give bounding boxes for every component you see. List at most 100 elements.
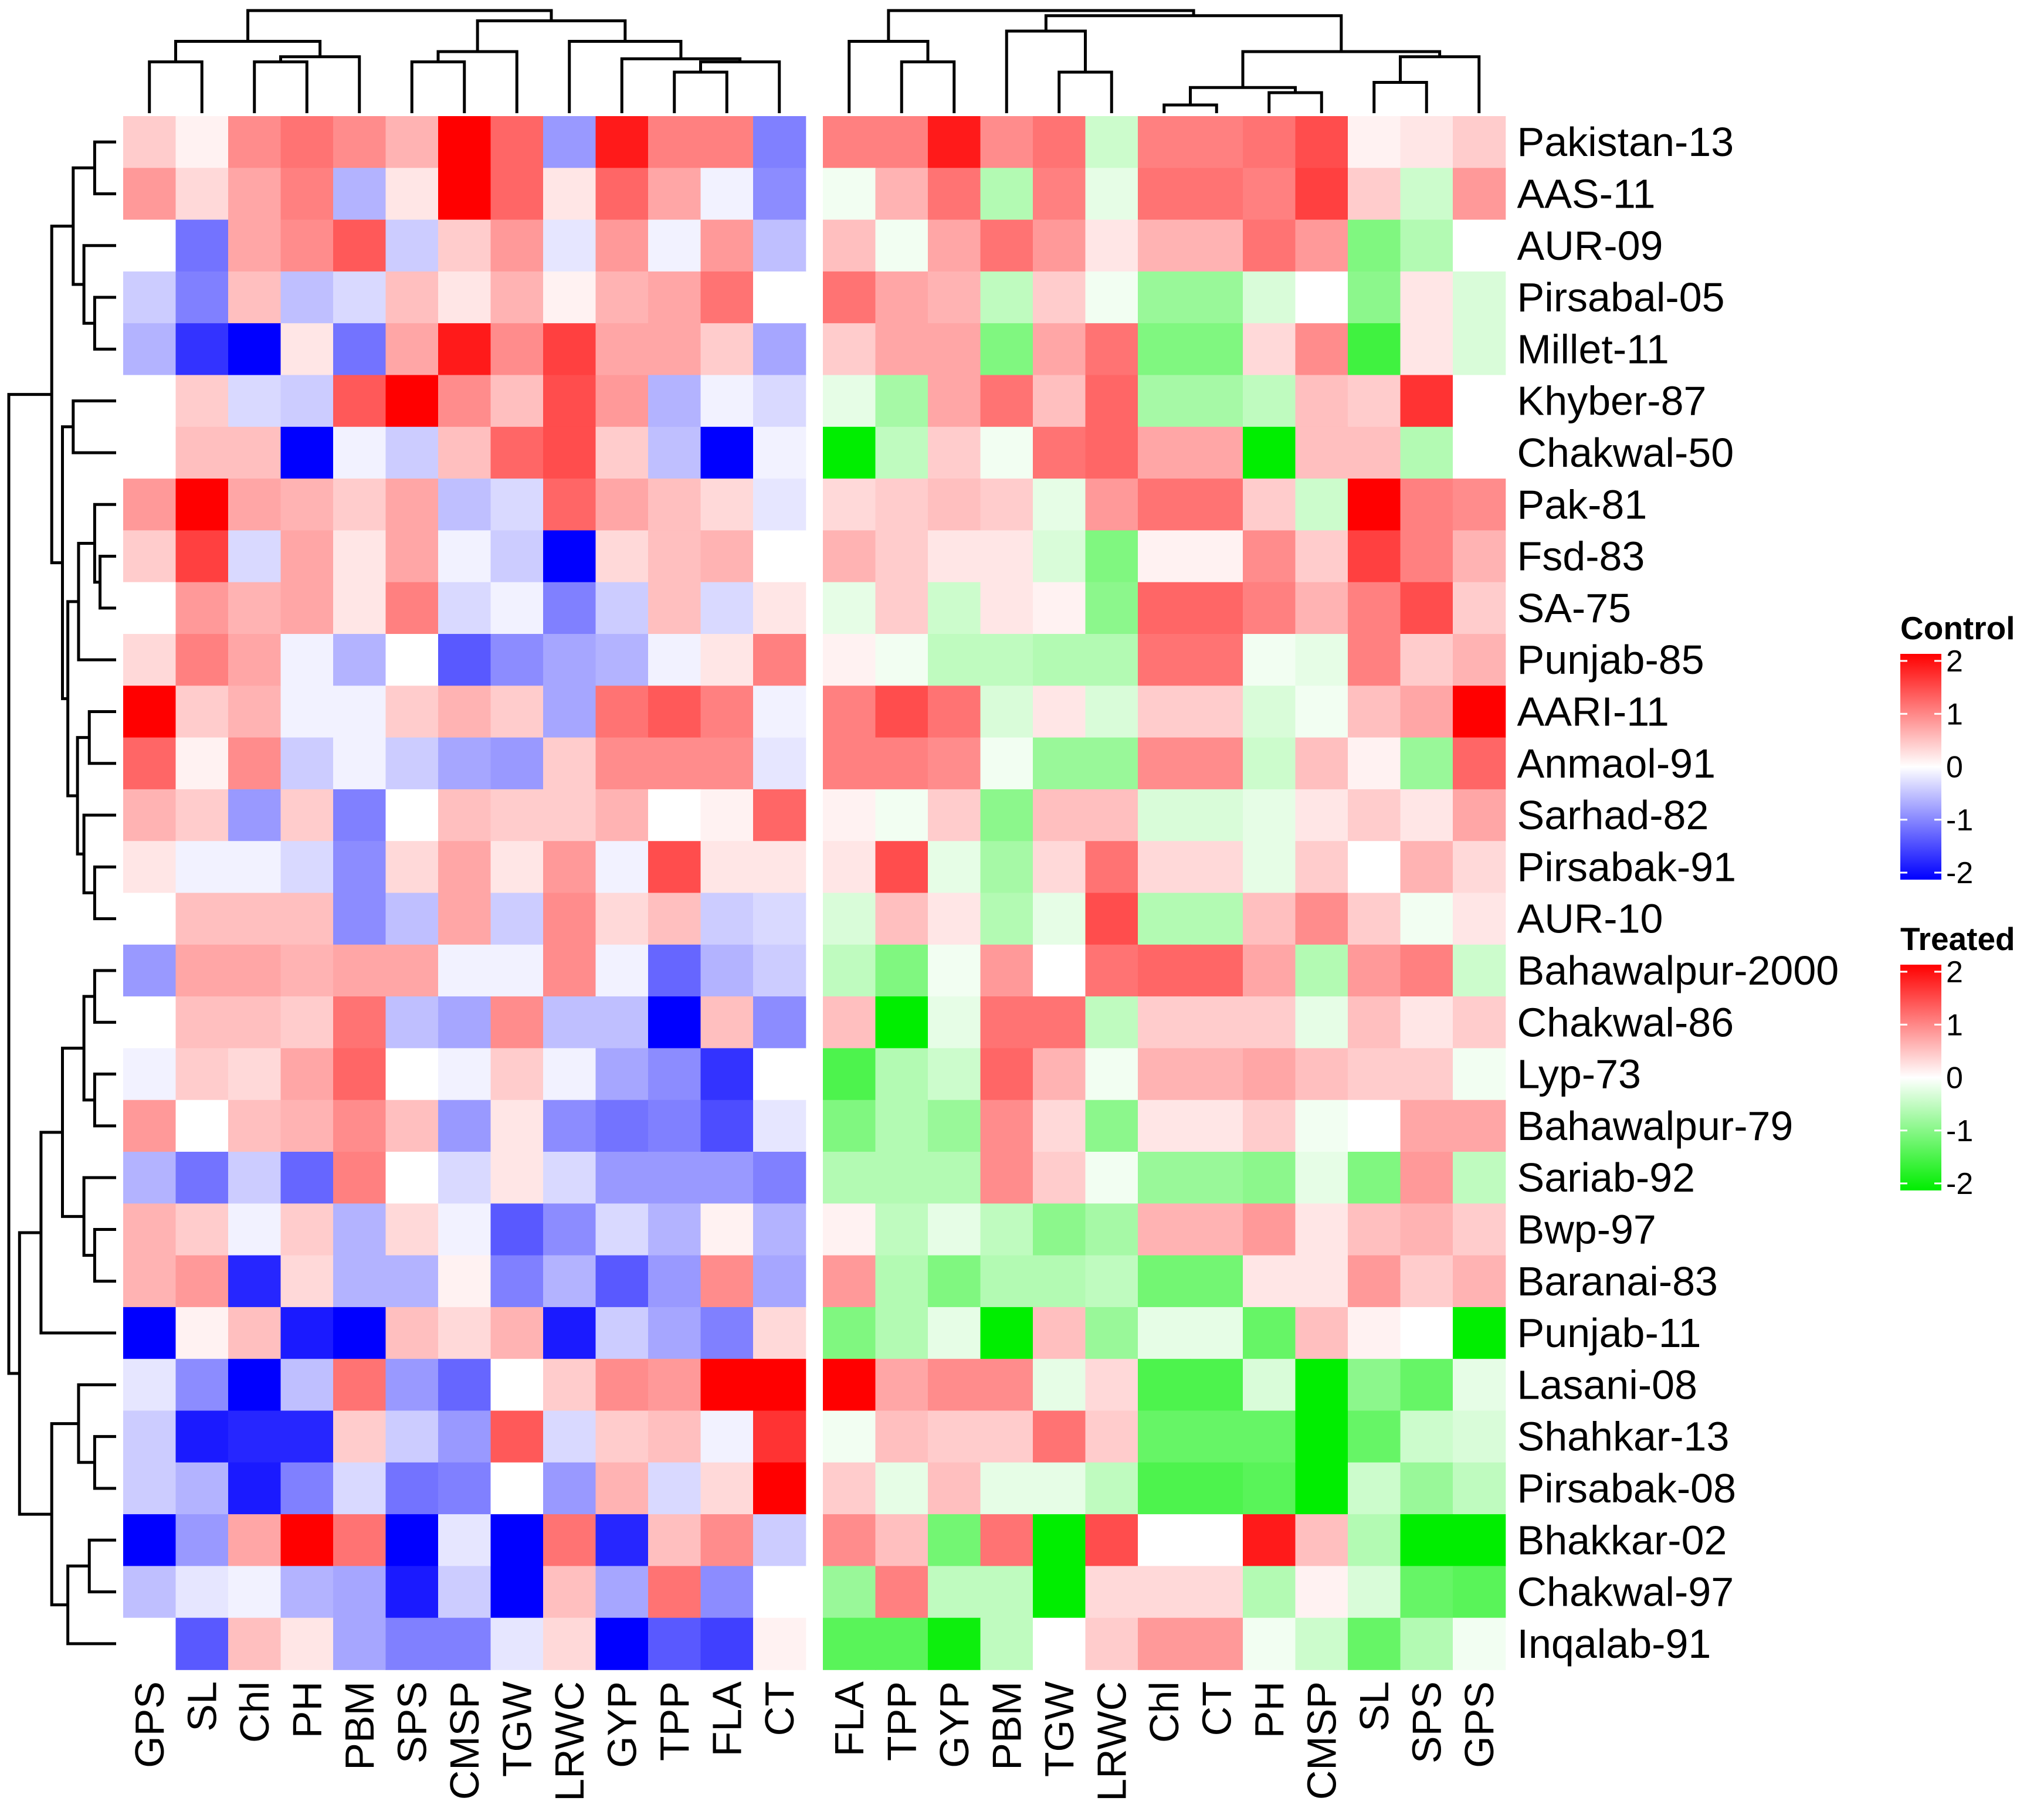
heatmap-cell [980, 1152, 1033, 1205]
heatmap-cell [333, 116, 387, 169]
heatmap-cell [543, 996, 596, 1049]
heatmap-cell [1243, 686, 1296, 738]
row-label: Pakistan-13 [1517, 119, 1734, 165]
heatmap-cell [1190, 737, 1243, 790]
heatmap-cell [385, 789, 439, 842]
heatmap-cell [490, 1048, 544, 1101]
heatmap-cell [1190, 168, 1243, 220]
legend-tick-label: -1 [1946, 803, 1973, 837]
heatmap-cell [595, 1203, 649, 1256]
heatmap-cell [385, 1100, 439, 1152]
heatmap-cell [543, 1359, 596, 1412]
heatmap-cell [1295, 944, 1348, 997]
heatmap-cell [1295, 634, 1348, 687]
heatmap-cell [123, 219, 177, 272]
row-dendrogram-branch [82, 813, 116, 894]
heatmap-cell [333, 1152, 387, 1205]
heatmap-cell [175, 737, 229, 790]
heatmap-cell [595, 789, 649, 842]
heatmap-cell [1033, 426, 1086, 479]
heatmap-cell [1033, 1255, 1086, 1308]
heatmap-cell [280, 841, 334, 894]
column-label: CMSP [1299, 1681, 1344, 1800]
heatmap-cell [980, 789, 1033, 842]
row-label: Lyp-73 [1517, 1051, 1641, 1097]
heatmap-cell [333, 1100, 387, 1152]
heatmap-cell [543, 1514, 596, 1567]
heatmap-cell [1453, 1152, 1506, 1205]
heatmap-cell [1400, 1514, 1453, 1567]
row-dendrogram-branch [66, 600, 79, 798]
heatmap-cell [490, 219, 544, 272]
heatmap-cell [228, 737, 282, 790]
row-dendrogram-branch [87, 1538, 116, 1594]
heatmap-cell [333, 1359, 387, 1412]
heatmap-cell [490, 634, 544, 687]
heatmap-cell [543, 893, 596, 945]
heatmap-cell [1138, 1462, 1191, 1515]
heatmap-cell [280, 1048, 334, 1101]
heatmap-cell [280, 219, 334, 272]
heatmap-cell [928, 375, 981, 428]
heatmap-cell [123, 686, 177, 738]
heatmap-cell [875, 1359, 928, 1412]
heatmap-cell [753, 1100, 806, 1152]
heatmap-cell [175, 1617, 229, 1670]
column-dendrogram-branch [1372, 81, 1428, 113]
heatmap-cell [1138, 219, 1191, 272]
heatmap-cell [385, 1152, 439, 1205]
heatmap-cell [648, 686, 701, 738]
heatmap-cell [1190, 1410, 1243, 1463]
heatmap-cell [1033, 1152, 1086, 1205]
heatmap-cell [1295, 1203, 1348, 1256]
heatmap-cell [228, 1617, 282, 1670]
heatmap-cell [753, 1462, 806, 1515]
heatmap-cell [1190, 323, 1243, 376]
heatmap-cell [438, 271, 491, 324]
heatmap-cell [1348, 323, 1401, 376]
heatmap-cell [123, 1307, 177, 1359]
heatmap-cell [228, 168, 282, 220]
heatmap-cell [928, 789, 981, 842]
heatmap-cell [1085, 219, 1138, 272]
heatmap-cell [438, 893, 491, 945]
heatmap-cell [823, 1203, 876, 1256]
heatmap-cell [753, 1617, 806, 1670]
heatmap-cell [1243, 1617, 1296, 1670]
heatmap-cell [490, 479, 544, 531]
heatmap-cell [595, 479, 649, 531]
heatmap-cell [228, 789, 282, 842]
heatmap-cell [1243, 168, 1296, 220]
heatmap-cell [123, 737, 177, 790]
heatmap-cell [595, 1255, 649, 1308]
heatmap-cell [1348, 1617, 1401, 1670]
heatmap-cell [823, 479, 876, 531]
heatmap-cell [490, 1462, 544, 1515]
heatmap-cell [385, 737, 439, 790]
heatmap-cell [1033, 1307, 1086, 1359]
heatmap-cell [875, 1048, 928, 1101]
column-dendrogram-branch [568, 40, 683, 113]
heatmap-cell [1243, 634, 1296, 687]
heatmap-cell [1243, 944, 1296, 997]
heatmap-cell [1400, 271, 1453, 324]
heatmap-cell [1138, 1410, 1191, 1463]
heatmap-cell [875, 426, 928, 479]
heatmap-cell [1190, 1514, 1243, 1567]
heatmap-cell [1295, 530, 1348, 583]
heatmap-cell [1085, 1307, 1138, 1359]
heatmap-cell [385, 1514, 439, 1567]
heatmap-cell [1295, 271, 1348, 324]
heatmap-cell [1348, 893, 1401, 945]
heatmap-cell [1085, 426, 1138, 479]
column-dendrogram-branch [1044, 14, 1343, 52]
row-dendrogram-branch [7, 393, 52, 1375]
heatmap-cell [753, 996, 806, 1049]
heatmap-cell [875, 375, 928, 428]
column-dendrogram-branch [848, 40, 930, 113]
heatmap-cell [1400, 1617, 1453, 1670]
row-dendrogram-branch [72, 399, 116, 454]
column-dendrogram-branch [620, 57, 742, 113]
heatmap-cell [438, 634, 491, 687]
heatmap-cell [280, 375, 334, 428]
